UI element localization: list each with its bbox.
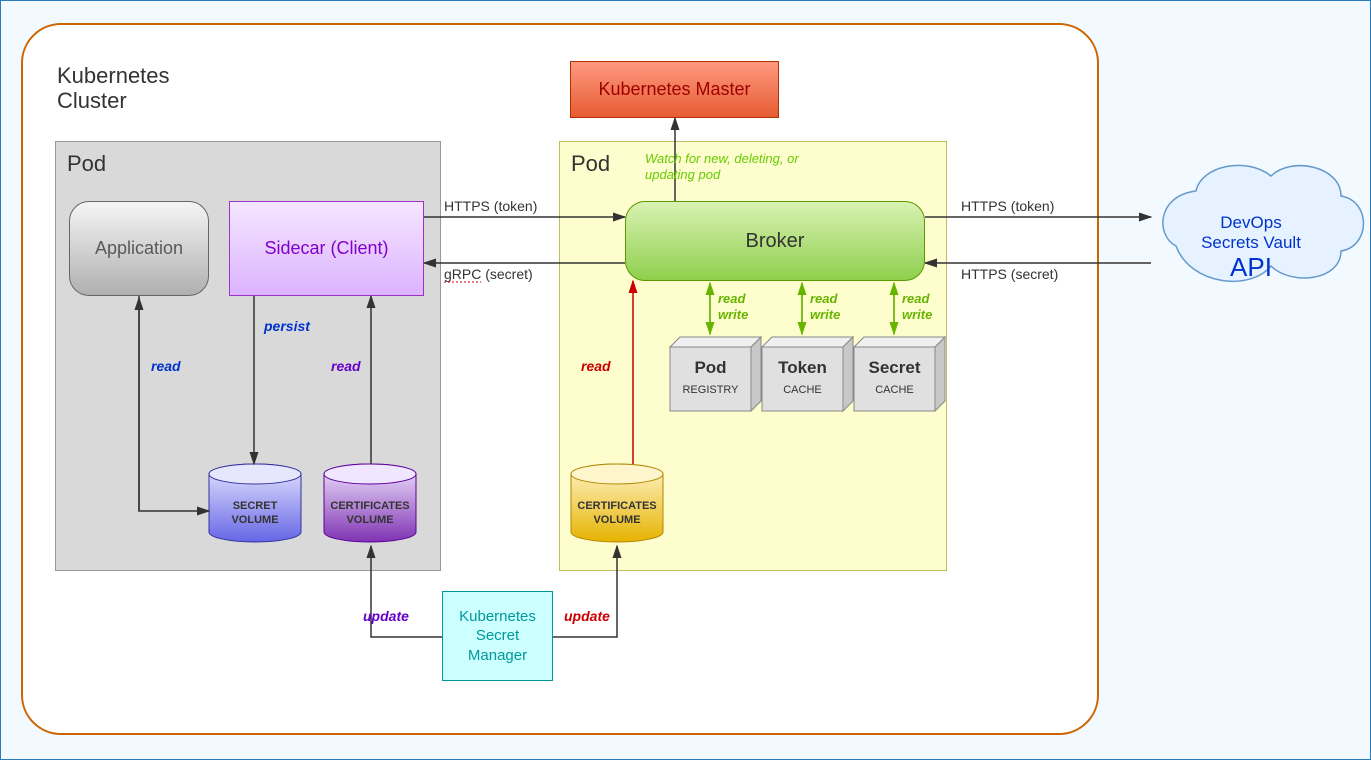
svg-text:Secrets Vault: Secrets Vault xyxy=(1201,233,1301,252)
sidecar-box: Sidecar (Client) xyxy=(229,201,424,296)
k8s-master-box: Kubernetes Master xyxy=(570,61,779,118)
broker-box: Broker xyxy=(625,201,925,281)
cluster-title-line1: Kubernetes xyxy=(57,63,170,89)
pod-left-title: Pod xyxy=(67,151,106,177)
devops-vault-cloud: DevOpsSecrets VaultAPI xyxy=(1163,165,1364,282)
watch-note-1: Watch for new, deleting, or xyxy=(645,151,799,166)
pod-right-title: Pod xyxy=(571,151,610,177)
svg-text:DevOps: DevOps xyxy=(1220,213,1281,232)
application-box: Application xyxy=(69,201,209,296)
cluster-title-line2: Cluster xyxy=(57,88,127,114)
secret-manager-box: KubernetesSecretManager xyxy=(442,591,553,681)
watch-note-2: updating pod xyxy=(645,167,720,182)
svg-text:API: API xyxy=(1230,252,1272,282)
